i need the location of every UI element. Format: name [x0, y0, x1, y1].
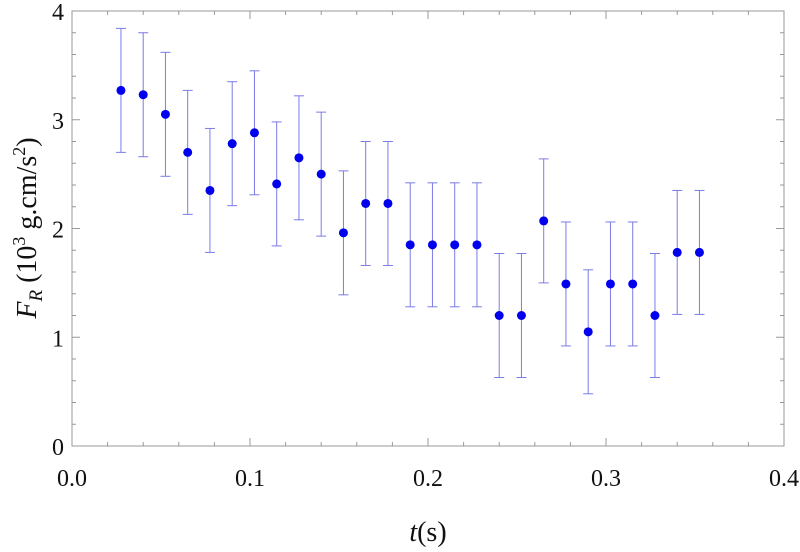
x-tick-label: 0.3 — [591, 466, 621, 492]
data-point — [160, 109, 170, 119]
y-tick-label: 4 — [52, 0, 64, 26]
x-tick-label: 0.1 — [235, 466, 265, 492]
data-points — [116, 85, 704, 337]
data-point — [383, 198, 393, 208]
data-point — [338, 228, 348, 238]
data-point — [516, 311, 526, 320]
data-point — [316, 169, 326, 179]
data-point — [628, 279, 638, 289]
y-tick-label: 1 — [52, 326, 64, 352]
data-point — [672, 247, 682, 257]
data-point — [227, 139, 237, 149]
data-point — [361, 198, 371, 208]
x-axis-label: t(s) — [409, 517, 446, 548]
y-tick-label: 0 — [52, 435, 64, 461]
data-point — [272, 179, 282, 189]
data-point — [427, 240, 437, 250]
x-tick-label: 0.2 — [413, 466, 443, 492]
y-axis-label: FR (103 g.cm/s2) — [9, 137, 47, 319]
data-point — [539, 216, 549, 226]
data-point — [183, 147, 193, 157]
y-tick-label: 3 — [52, 109, 64, 135]
data-point — [472, 240, 482, 250]
data-point — [583, 327, 593, 337]
data-point — [605, 279, 615, 289]
data-point — [450, 240, 460, 250]
data-point — [294, 153, 304, 163]
data-point — [138, 90, 148, 100]
x-tick-label: 0.0 — [57, 466, 87, 492]
x-tick-label: 0.4 — [769, 466, 799, 492]
y-tick-label: 2 — [52, 218, 64, 244]
x-axis: 0.0 0.1 0.2 0.3 0.4 — [57, 11, 799, 492]
data-point — [405, 240, 415, 250]
data-point — [116, 85, 126, 95]
y-axis: 0 1 2 3 4 — [52, 0, 784, 461]
data-point — [561, 279, 571, 289]
data-point — [650, 311, 660, 320]
data-point — [249, 128, 259, 138]
data-point — [205, 185, 215, 195]
error-bars — [115, 27, 705, 395]
data-point — [694, 247, 704, 257]
data-point — [494, 311, 504, 320]
